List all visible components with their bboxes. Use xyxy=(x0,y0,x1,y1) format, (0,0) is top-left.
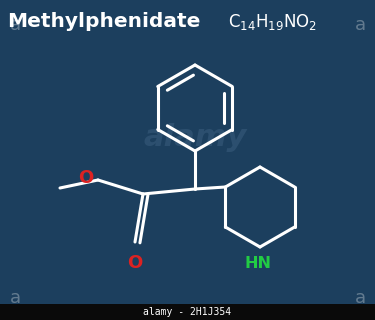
Text: Methylphenidate: Methylphenidate xyxy=(7,12,200,31)
Text: a: a xyxy=(9,289,21,307)
Text: HN: HN xyxy=(244,256,272,271)
Bar xyxy=(0,304,375,320)
Text: O: O xyxy=(78,169,94,187)
Text: O: O xyxy=(128,254,142,272)
Text: C$_{14}$H$_{19}$NO$_{2}$: C$_{14}$H$_{19}$NO$_{2}$ xyxy=(228,12,317,32)
Text: a: a xyxy=(354,16,366,34)
Text: alamy: alamy xyxy=(143,123,247,151)
Text: a: a xyxy=(9,16,21,34)
Text: alamy - 2H1J354: alamy - 2H1J354 xyxy=(143,307,231,317)
Text: a: a xyxy=(354,289,366,307)
